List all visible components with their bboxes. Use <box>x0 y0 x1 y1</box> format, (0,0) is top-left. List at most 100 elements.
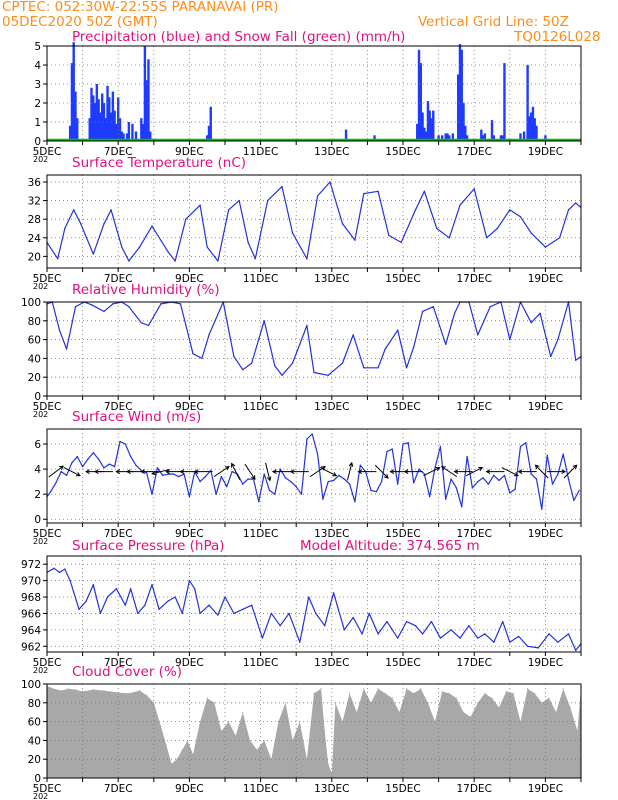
wind-point <box>551 483 554 485</box>
precip-bar <box>120 131 123 141</box>
humidity-point <box>396 329 399 331</box>
pressure-point <box>251 604 253 606</box>
wind-point <box>76 455 78 458</box>
humidity-point <box>453 312 456 314</box>
cloud-cover-point <box>67 688 69 690</box>
cloud-cover-point <box>448 692 450 695</box>
humidity-point <box>432 306 434 308</box>
pressure-line <box>46 567 582 652</box>
wind-point <box>386 450 388 453</box>
temperature-point <box>530 232 532 234</box>
temperature-point <box>509 209 511 211</box>
precip-bar <box>499 135 503 141</box>
cloud-cover-area <box>47 685 581 778</box>
precip-bar <box>115 123 118 141</box>
precip-bar <box>417 49 421 141</box>
header-code: TQ0126L028 <box>514 29 601 45</box>
cloud-cover-point <box>548 697 550 699</box>
wind-point <box>268 489 271 492</box>
cloud-cover-point <box>49 687 52 689</box>
humidity-point <box>530 321 532 324</box>
temperature-point <box>423 190 426 192</box>
plot-area-temperature <box>47 175 581 268</box>
x-tick-label: 13DEC <box>314 528 349 540</box>
precip-bar <box>122 133 125 141</box>
wind-arrow-head <box>517 469 523 474</box>
wind-point <box>461 506 463 508</box>
wind-arrow-head <box>332 472 338 477</box>
wind-point <box>258 500 260 503</box>
pressure-point <box>368 612 370 615</box>
wind-arrow-head <box>224 466 230 471</box>
temperature-point <box>496 227 499 230</box>
cloud-cover-point <box>206 697 208 699</box>
humidity-point <box>128 306 130 308</box>
pressure-point <box>352 616 354 619</box>
humidity-point <box>477 334 479 336</box>
humidity-point <box>242 368 244 371</box>
wind-point <box>429 495 431 498</box>
wind-point <box>135 464 137 467</box>
pressure-point <box>194 588 196 590</box>
wind-arrow-head <box>289 469 295 474</box>
x-tick-label: 15DEC <box>385 146 420 158</box>
panel-title-cloud: Cloud Cover (%) <box>72 664 183 680</box>
x-tick-label: 17DEC <box>456 657 491 669</box>
temperature-point <box>291 232 294 234</box>
x-tick-label: 17DEC <box>456 401 491 413</box>
cloud-cover-point <box>74 689 77 691</box>
precip-bar <box>535 125 538 141</box>
precip-bar <box>140 118 143 141</box>
x-tick-label: 7DEC <box>104 401 133 413</box>
wind-point <box>49 490 52 493</box>
precip-bar <box>127 122 131 141</box>
temperature-point <box>227 209 230 211</box>
wind-point <box>55 482 57 484</box>
temperature-point <box>185 218 187 220</box>
wind-point <box>407 442 410 444</box>
temperature-point <box>544 246 547 248</box>
cloud-cover-point <box>181 749 183 751</box>
cloud-cover-point <box>324 730 326 732</box>
cloud-cover-point <box>213 702 215 704</box>
x-tick-label: 19DEC <box>528 146 563 158</box>
pressure-point <box>343 629 345 631</box>
wind-point <box>226 485 228 488</box>
precip-bar <box>72 42 75 142</box>
wind-point <box>290 480 292 483</box>
x-tick-label: 19DEC <box>528 273 563 285</box>
pressure-point <box>174 596 176 598</box>
cloud-cover-point <box>146 694 148 696</box>
temperature-point <box>174 260 176 262</box>
plot-area-pressure <box>47 556 581 652</box>
wind-point <box>482 477 484 479</box>
precip-bar <box>209 106 212 141</box>
x-tick-label: 19DEC <box>528 528 563 540</box>
wind-point <box>375 490 377 493</box>
y-tick-label: 40 <box>28 735 41 747</box>
x-tick-label: 13DEC <box>314 657 349 669</box>
humidity-point <box>103 310 105 313</box>
precip-bar <box>451 133 455 141</box>
cloud-cover-point <box>541 702 543 704</box>
panel-title-humidity: Relative Humidity (%) <box>72 282 220 298</box>
wind-point <box>284 477 287 479</box>
x-year-label: 202 <box>33 282 48 291</box>
pressure-point <box>69 579 71 582</box>
wind-arrow-head <box>513 472 519 477</box>
y-tick-label: 4 <box>34 464 41 476</box>
wind-arrow <box>441 466 458 478</box>
wind-point <box>92 452 94 454</box>
pressure-point <box>430 620 433 623</box>
wind-point <box>162 474 164 477</box>
wind-point <box>316 453 319 455</box>
pressure-point <box>567 633 570 635</box>
wind-arrow <box>48 465 64 478</box>
temperature-point <box>267 199 269 202</box>
y-tick-label: 20 <box>28 251 41 263</box>
humidity-point <box>201 357 203 360</box>
wind-point <box>535 478 538 480</box>
humidity-point <box>352 334 354 336</box>
pressure-point <box>188 579 191 582</box>
